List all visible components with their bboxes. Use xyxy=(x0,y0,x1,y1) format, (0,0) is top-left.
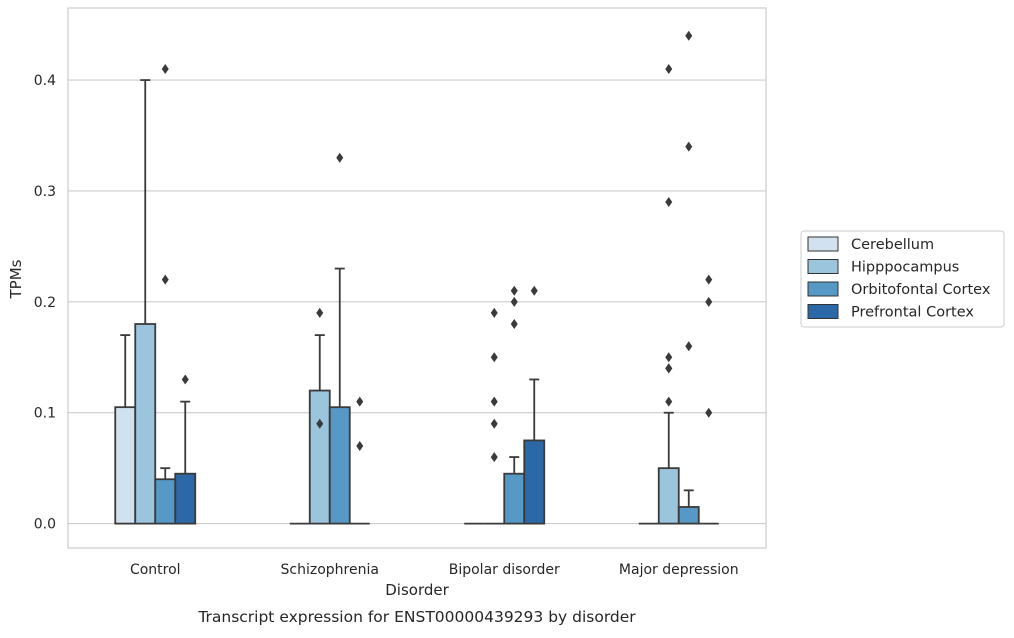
outlier-point xyxy=(510,296,518,307)
y-axis-ticks: 0.0 0.1 0.2 0.3 0.4 xyxy=(34,73,56,533)
outlier-point xyxy=(161,63,169,74)
legend-swatch xyxy=(807,281,839,297)
outlier-point xyxy=(510,319,518,330)
x-tick-label: Major depression xyxy=(619,562,739,578)
legend-label: Prefrontal Cortex xyxy=(851,305,974,321)
plot-background xyxy=(68,8,766,548)
outlier-point xyxy=(181,374,189,385)
y-tick-label: 0.3 xyxy=(34,184,56,200)
legend-label: Cerebellum xyxy=(851,237,934,253)
outlier-point xyxy=(685,341,693,352)
bar xyxy=(154,478,177,525)
outlier-point xyxy=(665,396,673,407)
outlier-point xyxy=(490,396,498,407)
legend-label: Hipppocampus xyxy=(851,260,959,276)
x-axis-ticks: Control Schizophrenia Bipolar disorder Majo… xyxy=(130,562,739,578)
outlier-point xyxy=(665,63,673,74)
y-tick-label: 0.2 xyxy=(34,295,56,311)
x-tick-label: Control xyxy=(130,562,181,578)
legend: Cerebellum Hipppocampus Orbitofontal Corte… xyxy=(800,230,1005,328)
outlier-point xyxy=(316,418,324,429)
outlier-point xyxy=(665,352,673,363)
outlier-point xyxy=(530,285,538,296)
plot-frame xyxy=(67,7,767,549)
outlier-point xyxy=(685,30,693,41)
outlier-point xyxy=(490,307,498,318)
bar xyxy=(114,406,137,525)
outlier-point xyxy=(665,363,673,374)
legend-swatch xyxy=(807,236,839,252)
outlier-point xyxy=(705,274,713,285)
outlier-point xyxy=(356,396,364,407)
outlier-point xyxy=(490,418,498,429)
bar xyxy=(134,323,157,525)
bar xyxy=(174,472,197,525)
bar xyxy=(657,467,680,525)
outlier-point xyxy=(705,407,713,418)
legend-label: Orbitofontal Cortex xyxy=(851,282,991,298)
chart-marks xyxy=(114,30,719,525)
y-tick-label: 0.0 xyxy=(34,517,56,533)
outlier-point xyxy=(316,307,324,318)
outlier-point xyxy=(510,285,518,296)
y-axis-label: TPMs xyxy=(7,259,25,299)
legend-swatch xyxy=(807,259,839,274)
outlier-point xyxy=(490,352,498,363)
outlier-point xyxy=(356,440,364,451)
x-tick-label: Bipolar disorder xyxy=(449,562,560,578)
x-tick-label: Schizophrenia xyxy=(281,562,379,578)
bar xyxy=(677,506,700,525)
legend-swatch xyxy=(807,304,839,319)
y-tick-label: 0.1 xyxy=(34,406,56,422)
chart-caption: Transcript expression for ENST0000043929… xyxy=(197,608,636,626)
outlier-point xyxy=(490,452,498,463)
legend-frame xyxy=(800,230,1005,328)
outlier-point xyxy=(336,152,344,163)
bar xyxy=(328,406,351,525)
outlier-point xyxy=(161,274,169,285)
y-tick-label: 0.4 xyxy=(34,73,56,89)
x-axis-label: Disorder xyxy=(385,581,449,599)
outlier-point xyxy=(665,197,673,208)
outlier-point xyxy=(685,141,693,152)
outlier-point xyxy=(705,296,713,307)
bar xyxy=(503,472,526,525)
bar xyxy=(308,389,331,525)
bar xyxy=(523,439,546,525)
